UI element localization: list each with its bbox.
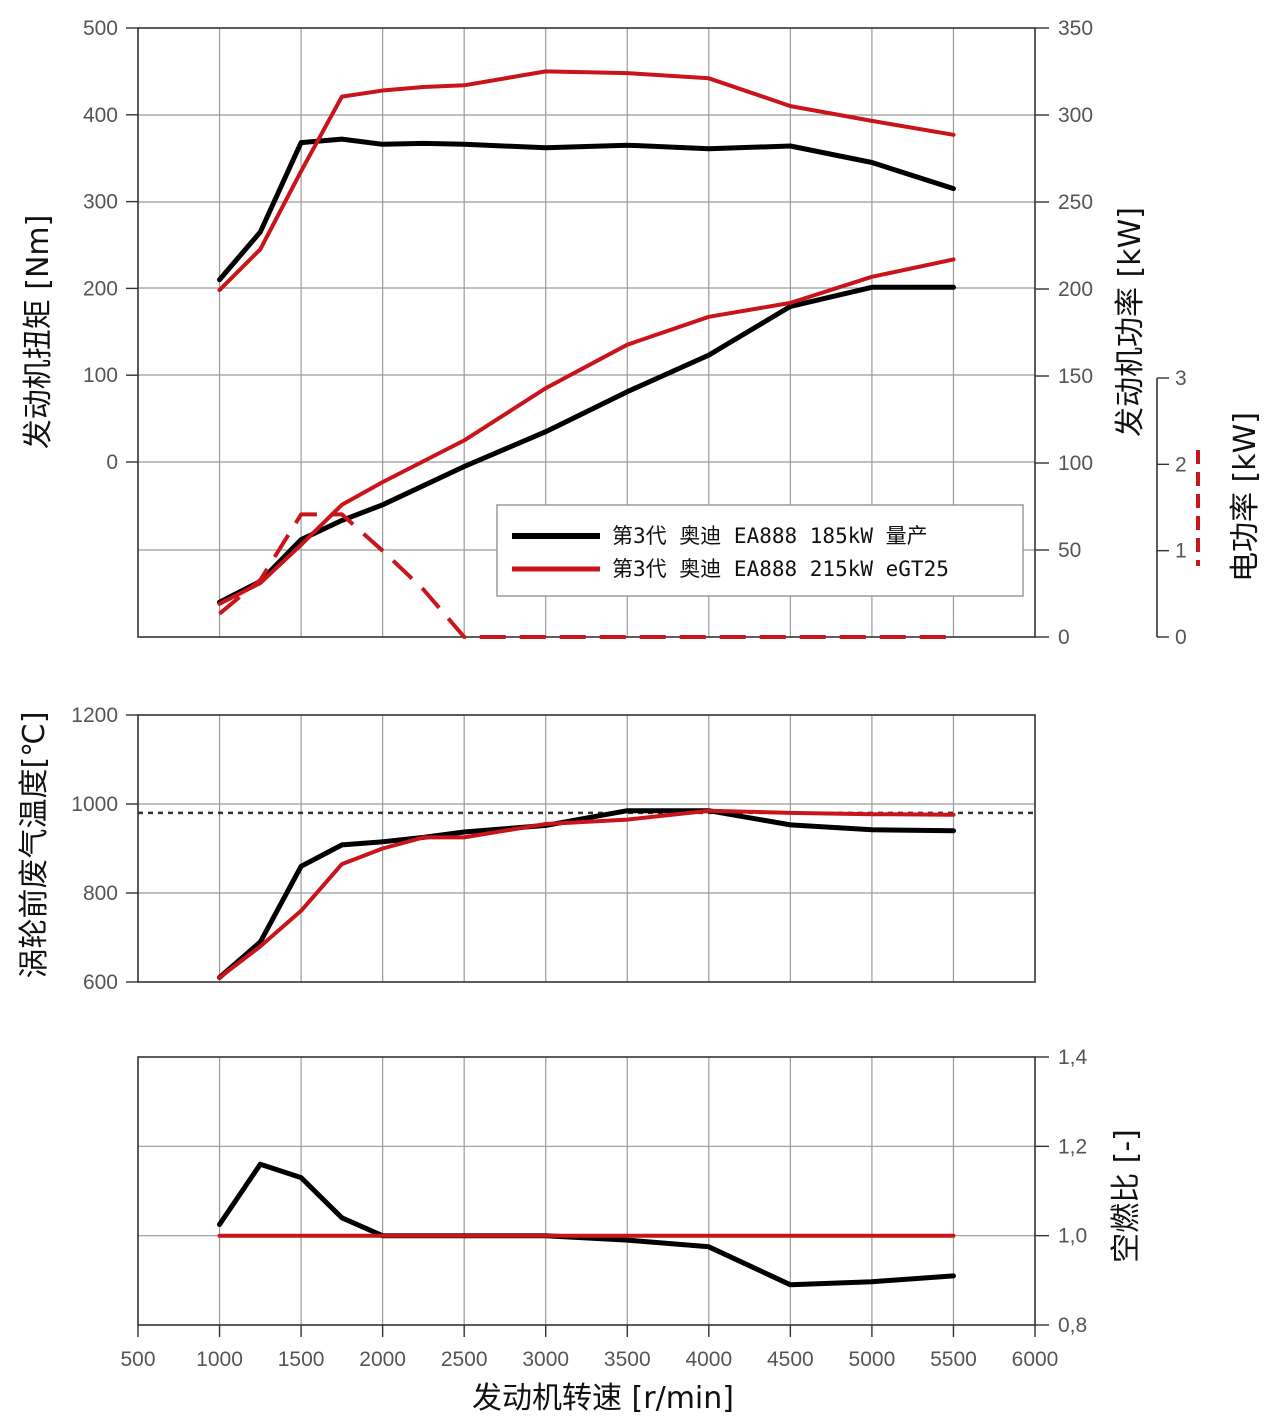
top-electric-power-series-red [218, 512, 954, 639]
bottom-tick-2: 1,2 [1058, 1135, 1087, 1158]
legend-label-red: 第3代 奥迪 EA888 215kW eGT25 [612, 557, 949, 581]
x-tick-6000: 6000 [1012, 1348, 1059, 1371]
middle-plot-frame [137, 714, 1036, 983]
middle-axis-title: 涡轮前废气温度[℃] [17, 711, 52, 978]
electric-tick-1: 1 [1175, 540, 1187, 563]
electric-power-axis-title: 电功率 [kW] [1228, 412, 1263, 582]
top-left-tick-100: 100 [83, 364, 118, 387]
middle-tick-800: 800 [83, 882, 118, 905]
x-tick-1500: 1500 [278, 1348, 325, 1371]
x-tick-4000: 4000 [685, 1348, 732, 1371]
bottom-plot-frame [137, 1056, 1036, 1326]
middle-tick-1200: 1200 [71, 704, 118, 727]
top-right-tick-100: 100 [1058, 452, 1093, 475]
x-tick-5500: 5500 [930, 1348, 977, 1371]
top-right-tick-0: 0 [1058, 626, 1070, 649]
top-right-tick-300: 300 [1058, 104, 1093, 127]
air-fuel-ratio-series-black [217, 1161, 956, 1288]
electric-tick-2: 2 [1175, 453, 1187, 476]
x-tick-500: 500 [120, 1348, 155, 1371]
x-tick-5000: 5000 [849, 1348, 896, 1371]
top-right-axis-title: 发动机功率 [kW] [1113, 207, 1148, 437]
x-tick-4500: 4500 [767, 1348, 814, 1371]
x-tick-3000: 3000 [522, 1348, 569, 1371]
tick-labels-layer: 0100200300400500050100150200250300350012… [71, 17, 1186, 1371]
top-left-tick-300: 300 [83, 191, 118, 214]
legend-box [496, 504, 1024, 597]
top-left-tick-0: 0 [106, 451, 118, 474]
middle-tick-1000: 1000 [71, 793, 118, 816]
middle-tick-600: 600 [83, 971, 118, 994]
top-right-tick-50: 50 [1058, 539, 1081, 562]
electric-tick-3: 3 [1175, 367, 1187, 390]
x-axis-title: 发动机转速 [r/min] [472, 1381, 734, 1416]
top-torque-series-black [217, 136, 956, 283]
top-power-series-red [217, 257, 956, 606]
bottom-axis-title: 空燃比 [-] [1109, 1129, 1144, 1263]
x-tick-2500: 2500 [441, 1348, 488, 1371]
bottom-tick-1: 1,0 [1058, 1225, 1087, 1248]
x-tick-2000: 2000 [359, 1348, 406, 1371]
top-power-series-black [217, 284, 956, 605]
bottom-tick-0: 0,8 [1058, 1314, 1087, 1337]
top-torque-series-red [217, 69, 956, 293]
top-right-tick-350: 350 [1058, 17, 1093, 40]
legend-label-black: 第3代 奥迪 EA888 185kW 量产 [612, 524, 928, 548]
bottom-tick-3: 1,4 [1058, 1046, 1088, 1069]
top-left-tick-200: 200 [83, 277, 118, 300]
x-tick-3500: 3500 [604, 1348, 651, 1371]
top-left-tick-400: 400 [83, 104, 118, 127]
x-tick-1000: 1000 [196, 1348, 243, 1371]
top-left-axis-title: 发动机扭矩 [Nm] [21, 215, 56, 450]
top-right-tick-250: 250 [1058, 191, 1093, 214]
top-right-tick-150: 150 [1058, 365, 1093, 388]
axes-layer [126, 27, 1200, 1337]
top-left-tick-500: 500 [83, 17, 118, 40]
exhaust-temp-series-black [217, 808, 956, 980]
series-layer [138, 69, 1035, 1288]
electric-tick-0: 0 [1175, 626, 1187, 649]
top-right-tick-200: 200 [1058, 278, 1093, 301]
legend: 第3代 奥迪 EA888 185kW 量产 第3代 奥迪 EA888 215kW… [496, 504, 1024, 597]
top-plot-frame [137, 27, 1036, 638]
exhaust-temp-series-red [217, 808, 956, 980]
